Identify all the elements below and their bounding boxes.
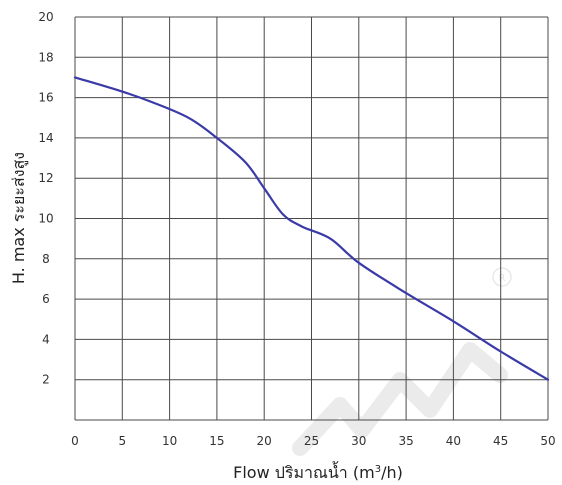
grid — [74, 16, 549, 421]
watermark-registered-mark — [492, 267, 512, 287]
y-tick-labels: 2 4 6 8 10 12 14 16 18 20 — [38, 10, 53, 387]
y-axis-title: H. max ระยะส่งสูง — [9, 152, 29, 284]
x-tick-label: 15 — [209, 434, 224, 448]
x-tick-label: 35 — [398, 434, 413, 448]
x-axis-title-superscript: 3 — [375, 464, 381, 475]
x-axis-title-main: Flow ปริมาณน้ำ (m — [233, 461, 375, 482]
x-tick-label: 30 — [351, 434, 366, 448]
x-axis-title: Flow ปริมาณน้ำ (m3/h) — [233, 461, 403, 482]
series-line — [73, 76, 550, 381]
y-tick-label: 14 — [38, 131, 53, 145]
y-tick-label: 18 — [38, 50, 53, 64]
y-tick-label: 10 — [38, 212, 53, 226]
x-tick-label: 5 — [118, 434, 126, 448]
x-tick-labels: 0 5 10 15 20 25 30 35 40 45 50 — [71, 434, 555, 448]
y-tick-label: 6 — [42, 292, 50, 306]
x-tick-label: 45 — [493, 434, 508, 448]
watermark: R — [292, 267, 512, 456]
y-tick-label: 2 — [42, 373, 50, 387]
x-tick-label: 10 — [162, 434, 177, 448]
x-axis-title-end: /h) — [381, 463, 403, 482]
x-tick-label: 0 — [71, 434, 79, 448]
watermark-registered-letter: R — [499, 273, 506, 284]
series-layer — [73, 76, 550, 381]
y-tick-label: 16 — [38, 91, 53, 105]
x-tick-label: 20 — [257, 434, 272, 448]
y-tick-label: 20 — [38, 10, 53, 24]
x-tick-label: 25 — [304, 434, 319, 448]
x-tick-label: 50 — [540, 434, 555, 448]
y-tick-label: 4 — [42, 332, 50, 346]
y-tick-label: 8 — [42, 252, 50, 266]
x-tick-label: 40 — [446, 434, 461, 448]
y-tick-label: 12 — [38, 171, 53, 185]
